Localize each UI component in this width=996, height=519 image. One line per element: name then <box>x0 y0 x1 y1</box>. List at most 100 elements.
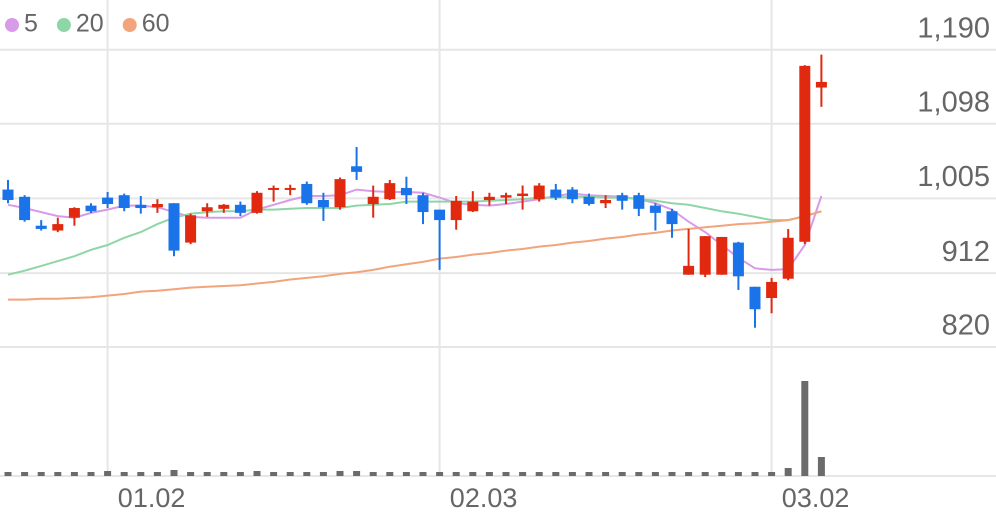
volume-bar <box>236 472 244 476</box>
volume-bar <box>286 472 294 476</box>
candle-body <box>600 200 612 204</box>
candle-body <box>815 81 827 88</box>
candle-body <box>782 237 794 279</box>
candle-body <box>85 205 97 212</box>
volume-bar <box>734 472 742 476</box>
volume-bar <box>685 472 693 476</box>
y-tick-label: 820 <box>942 310 990 342</box>
volume-bar <box>585 472 593 476</box>
legend-marker <box>56 18 71 32</box>
volume-bar <box>220 472 228 476</box>
volume-bar <box>54 472 62 476</box>
volume-bar <box>153 472 161 476</box>
candle-body <box>683 265 695 275</box>
volume-bar <box>801 381 809 476</box>
candle-body <box>649 205 661 213</box>
candle-body <box>434 209 446 221</box>
candle-body <box>616 195 628 201</box>
candle-body <box>450 200 462 221</box>
candle-body <box>417 195 429 213</box>
volume-bar <box>4 472 12 476</box>
volume-bar <box>120 472 128 476</box>
candle-body <box>799 65 811 242</box>
candle-body <box>400 187 412 196</box>
candle-body <box>317 200 329 208</box>
moving-average-line <box>7 195 822 276</box>
volume-bar <box>701 472 709 476</box>
candle-body <box>268 187 280 190</box>
volume-bar <box>436 472 444 476</box>
volume-bar <box>469 472 477 476</box>
y-tick-label: 1,098 <box>917 86 990 118</box>
legend-label: 20 <box>76 10 104 38</box>
volume-bar <box>419 472 427 476</box>
candle-body <box>766 281 778 299</box>
volume-bar <box>784 468 792 476</box>
volume-bar <box>386 472 394 476</box>
x-tick-label: 03.02 <box>782 483 850 513</box>
volume-bar <box>768 472 776 476</box>
legend-label: 5 <box>24 10 38 38</box>
y-tick-label: 1,005 <box>917 161 990 193</box>
candle-body <box>185 215 197 243</box>
volume-bar <box>137 472 145 476</box>
volume-bar <box>87 472 95 476</box>
volume-bar <box>635 472 643 476</box>
volume-bar <box>452 472 460 476</box>
candle-body <box>2 189 14 201</box>
candle-body <box>334 179 346 208</box>
candle-body <box>517 193 529 196</box>
volume-bar <box>353 471 361 476</box>
candle-body <box>749 286 761 310</box>
volume-bar <box>369 472 377 476</box>
volume-bar <box>170 470 178 476</box>
candle-body <box>218 204 230 209</box>
x-tick-label: 01.02 <box>118 483 186 513</box>
volume-bar <box>336 471 344 476</box>
volume-bar <box>519 472 527 476</box>
legend-marker <box>5 18 19 32</box>
volume-bar <box>253 471 261 476</box>
volume-bar <box>502 472 510 476</box>
volume-bar <box>751 472 759 476</box>
volume-bar <box>303 472 311 476</box>
volume-bar <box>70 472 78 476</box>
volume-bar <box>187 472 195 476</box>
volume-bar <box>552 472 560 476</box>
moving-average-line <box>8 210 822 301</box>
candle-body <box>135 204 147 209</box>
candle-body <box>566 189 578 200</box>
volume-bar <box>651 472 659 476</box>
volume-bar <box>319 472 327 476</box>
candle-body <box>367 196 379 205</box>
volume-bar <box>21 472 29 476</box>
volume-bar <box>535 472 543 476</box>
volume-bar <box>203 472 211 476</box>
candle-body <box>666 211 678 225</box>
volume-bar <box>37 472 45 476</box>
volume-bar <box>270 472 278 476</box>
candle-body <box>716 236 728 275</box>
volume-bar <box>668 472 676 476</box>
candle-body <box>483 196 495 201</box>
candle-body <box>384 183 396 200</box>
candle-body <box>118 195 130 209</box>
candle-body <box>284 187 296 190</box>
candle-body <box>732 242 744 277</box>
candle-body <box>151 204 163 208</box>
candle-body <box>500 195 512 198</box>
y-tick-label: 912 <box>942 236 990 268</box>
volume-bar <box>618 472 626 476</box>
candle-body <box>35 225 47 229</box>
candle-body <box>550 189 562 198</box>
volume-bar <box>485 472 493 476</box>
volume-bar <box>402 472 410 476</box>
candle-body <box>68 208 80 218</box>
candle-body <box>102 197 114 205</box>
candle-body <box>301 183 313 204</box>
candle-body <box>583 196 595 205</box>
volume-bar <box>568 472 576 476</box>
candle-body <box>201 207 213 212</box>
candle-body <box>699 236 711 275</box>
volume-bar <box>602 472 610 476</box>
